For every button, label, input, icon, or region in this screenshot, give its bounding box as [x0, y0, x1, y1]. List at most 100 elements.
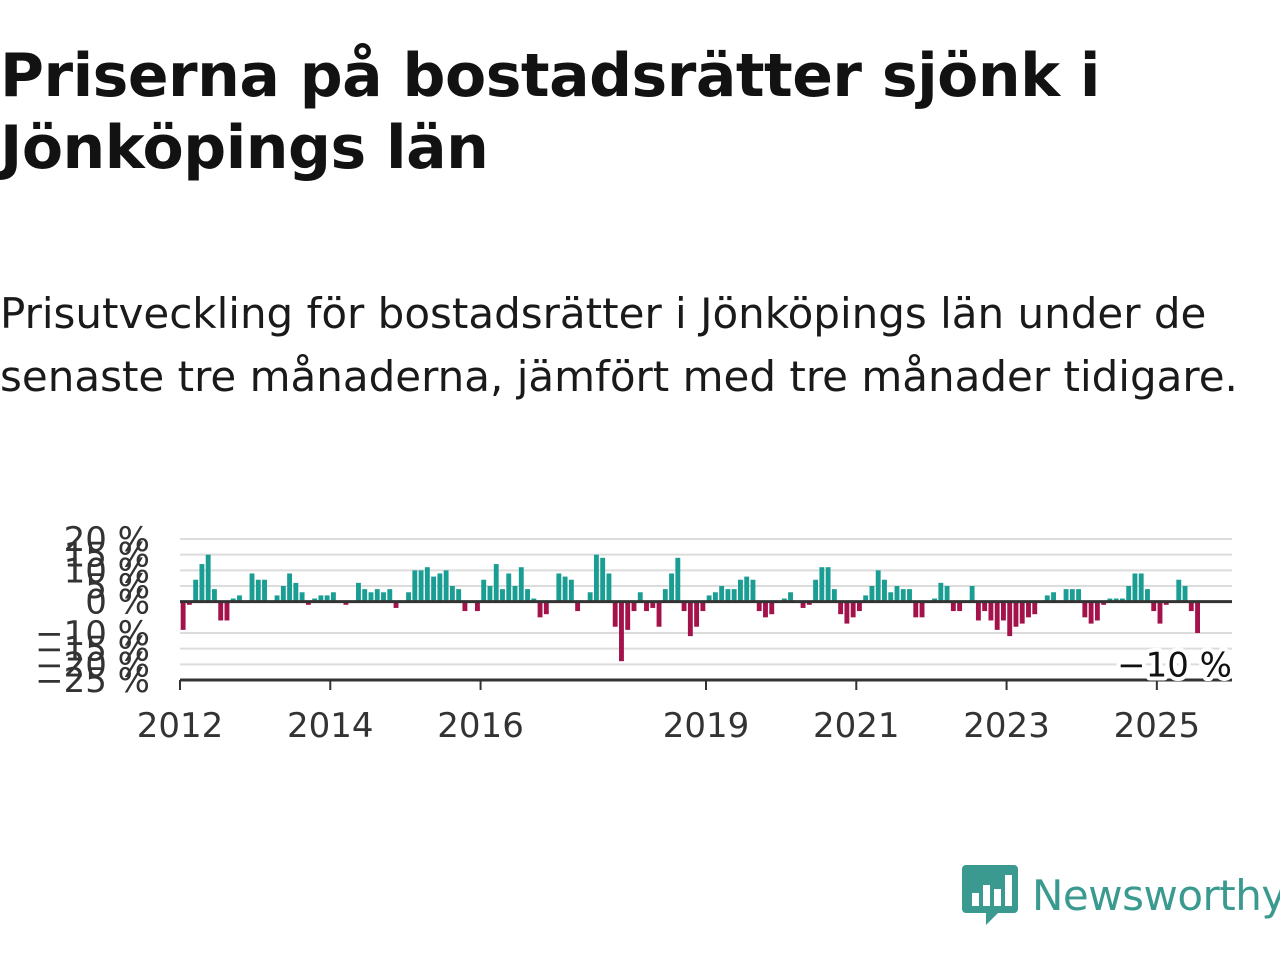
bar — [312, 598, 318, 602]
bar — [1019, 601, 1025, 624]
bar — [1107, 598, 1113, 602]
bar — [687, 601, 693, 637]
bar — [1007, 601, 1013, 637]
last-value-label: −10 % — [1117, 645, 1232, 685]
bar — [456, 589, 462, 602]
bar — [543, 601, 549, 615]
bar — [838, 601, 844, 615]
bar — [606, 573, 612, 602]
bar — [449, 586, 455, 602]
bar — [230, 598, 236, 602]
bar — [950, 601, 956, 612]
bar — [330, 592, 336, 602]
newsworthy-logo-icon — [962, 865, 1018, 925]
bar — [274, 595, 280, 602]
bar — [737, 579, 743, 602]
bar — [788, 592, 793, 602]
bar — [1000, 601, 1006, 621]
bar — [781, 598, 787, 602]
bar — [556, 573, 562, 602]
bar — [249, 573, 255, 602]
bar — [619, 601, 624, 662]
bar — [938, 582, 944, 602]
page-subtitle: Prisutveckling för bostadsrätter i Jönkö… — [0, 289, 1238, 401]
bar — [700, 601, 706, 612]
bar — [844, 601, 850, 624]
bar — [888, 592, 894, 602]
bar — [675, 557, 681, 602]
bar — [1051, 592, 1056, 602]
bar — [1069, 589, 1075, 602]
bar — [975, 601, 981, 621]
bar — [1126, 586, 1132, 602]
bar — [662, 589, 668, 602]
bar — [1176, 579, 1182, 602]
bar — [512, 586, 518, 602]
bar — [957, 601, 963, 612]
bar — [180, 601, 186, 630]
bar — [725, 589, 731, 602]
bar — [681, 601, 687, 612]
bar — [487, 586, 493, 602]
bar — [418, 570, 424, 602]
bar — [875, 570, 881, 602]
bar — [744, 576, 750, 602]
bar — [907, 589, 912, 602]
y-tick-label: 20 % — [64, 520, 150, 560]
bar — [293, 582, 299, 602]
bar — [1195, 601, 1201, 633]
bar — [1138, 573, 1144, 602]
y-tick-label: −25 % — [35, 661, 150, 701]
bar — [994, 601, 1000, 630]
bar — [1101, 601, 1107, 605]
bar — [1151, 601, 1157, 612]
bar — [944, 586, 950, 602]
bar — [437, 573, 443, 602]
bar — [393, 601, 399, 608]
brand-logo: Newsworthy — [962, 862, 1280, 928]
bar — [443, 570, 449, 602]
bar — [424, 567, 430, 602]
bar — [900, 589, 906, 602]
bar — [237, 595, 242, 602]
bar — [669, 573, 675, 602]
y-tick-label: −15 % — [35, 630, 150, 670]
bars — [180, 554, 1201, 662]
bar — [356, 582, 361, 602]
bar — [919, 601, 925, 618]
bar — [1063, 589, 1069, 602]
bar — [731, 589, 737, 602]
bar — [412, 570, 418, 602]
axes — [180, 600, 1232, 682]
bar — [318, 595, 324, 602]
bar — [362, 589, 368, 602]
bar — [299, 592, 305, 602]
bar — [913, 601, 919, 618]
x-tick-label: 2014 — [287, 706, 374, 746]
bar — [287, 573, 293, 602]
bar — [262, 579, 267, 602]
bar — [650, 601, 656, 608]
bar — [819, 567, 825, 602]
bar — [562, 576, 568, 602]
x-tick-label: 2019 — [663, 706, 750, 746]
bar — [1082, 601, 1088, 618]
bar — [769, 601, 775, 615]
bar — [1032, 601, 1038, 615]
bar — [381, 592, 386, 602]
bar — [712, 592, 718, 602]
bar — [1145, 589, 1150, 602]
bar — [756, 601, 762, 612]
bar — [863, 595, 869, 602]
brand-name: Newsworthy — [1032, 870, 1280, 920]
bar — [1113, 598, 1119, 602]
bar — [493, 564, 499, 602]
bar — [387, 589, 393, 602]
bar — [1119, 598, 1125, 602]
bar — [531, 598, 537, 602]
bar — [750, 579, 756, 602]
bar — [211, 589, 217, 602]
bar — [255, 579, 261, 602]
bar — [186, 601, 192, 605]
bar — [1044, 595, 1050, 602]
